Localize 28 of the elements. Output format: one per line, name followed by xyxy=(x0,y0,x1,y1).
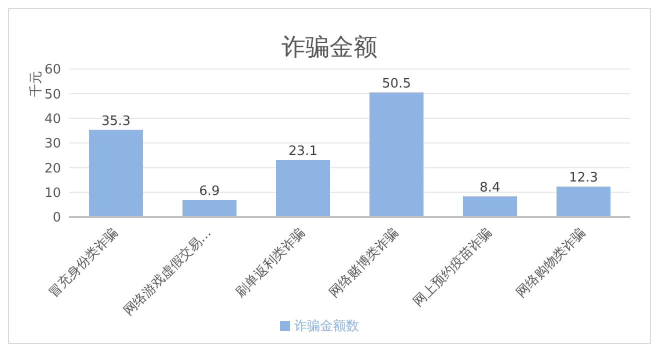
data-label: 8.4 xyxy=(480,180,500,196)
y-tick-label: 60 xyxy=(44,62,61,78)
y-tick-label: 40 xyxy=(44,112,61,127)
x-tick-label: 冒充身份类诈骗 xyxy=(46,226,122,301)
y-tick-label: 30 xyxy=(44,136,61,152)
data-label: 6.9 xyxy=(199,184,220,199)
x-tick-label: 网络赌博类诈骗 xyxy=(326,226,402,301)
bar xyxy=(89,130,143,217)
data-label: 23.1 xyxy=(288,144,318,160)
bar xyxy=(556,186,610,217)
legend-label: 诈骗金额数 xyxy=(294,319,359,334)
x-tick-label: 刷单返利类诈骗 xyxy=(233,226,308,301)
y-tick-label: 20 xyxy=(44,161,61,176)
chart-title: 诈骗金额 xyxy=(280,32,378,63)
bar xyxy=(276,160,330,217)
bar xyxy=(182,200,236,217)
bar xyxy=(463,196,517,217)
data-label: 35.3 xyxy=(102,114,130,129)
bar xyxy=(370,92,424,217)
data-label: 12.3 xyxy=(569,170,598,186)
data-label: 50.5 xyxy=(382,76,411,92)
y-axis-title: 千元 xyxy=(29,71,45,97)
y-tick-label: 50 xyxy=(44,87,61,102)
y-tick-label: 10 xyxy=(44,186,61,201)
x-tick-label: 网上预约疫苗诈骗 xyxy=(410,226,496,310)
y-tick-label: 0 xyxy=(52,210,61,226)
x-tick-label: 网络购物类诈骗 xyxy=(514,226,589,301)
x-tick-label: 网络游戏虚假交易… xyxy=(120,224,215,320)
